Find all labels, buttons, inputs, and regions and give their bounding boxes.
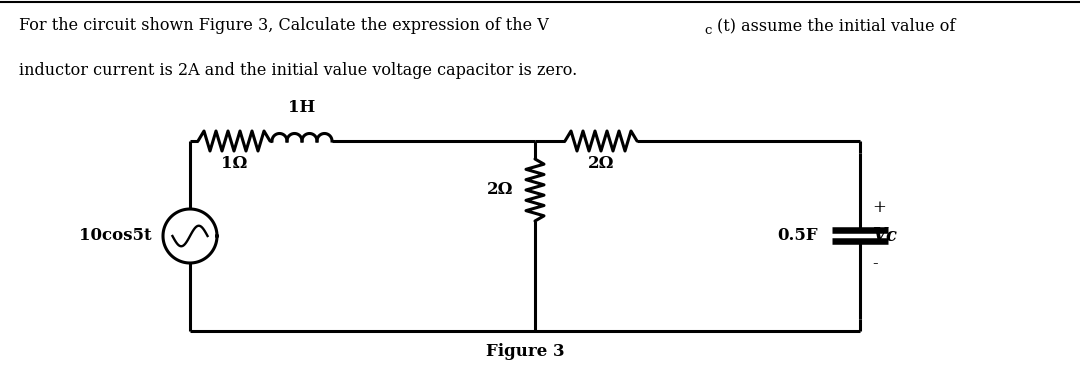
Text: (t) assume the initial value of: (t) assume the initial value of [717,17,956,34]
Text: 2Ω: 2Ω [588,155,615,172]
Text: inductor current is 2A and the initial value voltage capacitor is zero.: inductor current is 2A and the initial v… [19,62,578,79]
Text: Figure 3: Figure 3 [486,343,565,360]
Text: For the circuit shown Figure 3, Calculate the expression of the V: For the circuit shown Figure 3, Calculat… [19,17,550,34]
Text: c: c [704,24,712,37]
Text: 0.5F: 0.5F [778,227,818,244]
Text: 1Ω: 1Ω [220,155,247,172]
Text: Vc: Vc [872,227,897,245]
Text: +: + [872,200,886,217]
Text: 10cos5t: 10cos5t [79,227,152,244]
Text: 2Ω: 2Ω [486,181,513,198]
Text: 1H: 1H [288,99,315,116]
Text: -: - [872,256,878,273]
